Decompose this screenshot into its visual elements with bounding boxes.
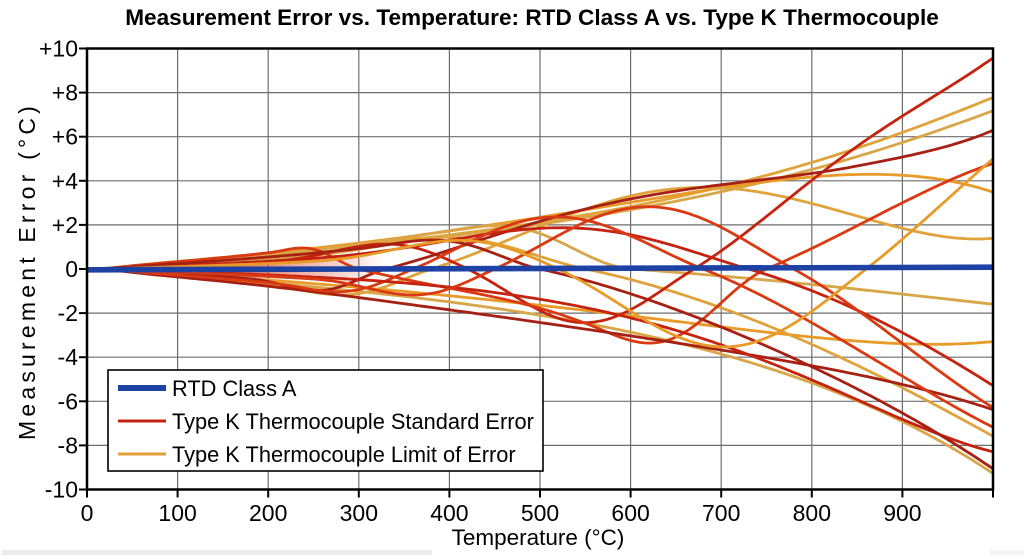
svg-text:-8: -8 [58, 432, 78, 458]
svg-text:+8: +8 [52, 80, 78, 106]
svg-text:200: 200 [249, 500, 287, 526]
svg-text:Temperature (°C): Temperature (°C) [452, 525, 625, 550]
svg-text:600: 600 [611, 500, 649, 526]
svg-text:800: 800 [793, 500, 831, 526]
svg-text:Type K Thermocouple Standard E: Type K Thermocouple Standard Error [172, 409, 534, 434]
svg-text:400: 400 [430, 500, 468, 526]
svg-text:100: 100 [158, 500, 196, 526]
svg-text:+4: +4 [52, 168, 78, 194]
svg-text:-10: -10 [45, 477, 78, 503]
svg-text:-2: -2 [58, 300, 78, 326]
svg-text:500: 500 [521, 500, 559, 526]
svg-text:-4: -4 [58, 344, 79, 370]
svg-text:+6: +6 [52, 124, 78, 150]
svg-text:0: 0 [65, 256, 78, 282]
svg-text:700: 700 [702, 500, 740, 526]
svg-text:Measurement Error (°C): Measurement Error (°C) [14, 102, 40, 440]
svg-text:Type K Thermocouple Limit of E: Type K Thermocouple Limit of Error [172, 442, 516, 467]
svg-text:-6: -6 [58, 388, 78, 414]
svg-text:RTD Class A: RTD Class A [172, 376, 297, 401]
svg-text:+10: +10 [39, 36, 78, 62]
svg-text:0: 0 [81, 500, 94, 526]
svg-text:Measurement Error vs. Temperat: Measurement Error vs. Temperature: RTD C… [125, 5, 939, 30]
svg-text:300: 300 [340, 500, 378, 526]
svg-text:+2: +2 [52, 212, 78, 238]
svg-text:900: 900 [883, 500, 921, 526]
